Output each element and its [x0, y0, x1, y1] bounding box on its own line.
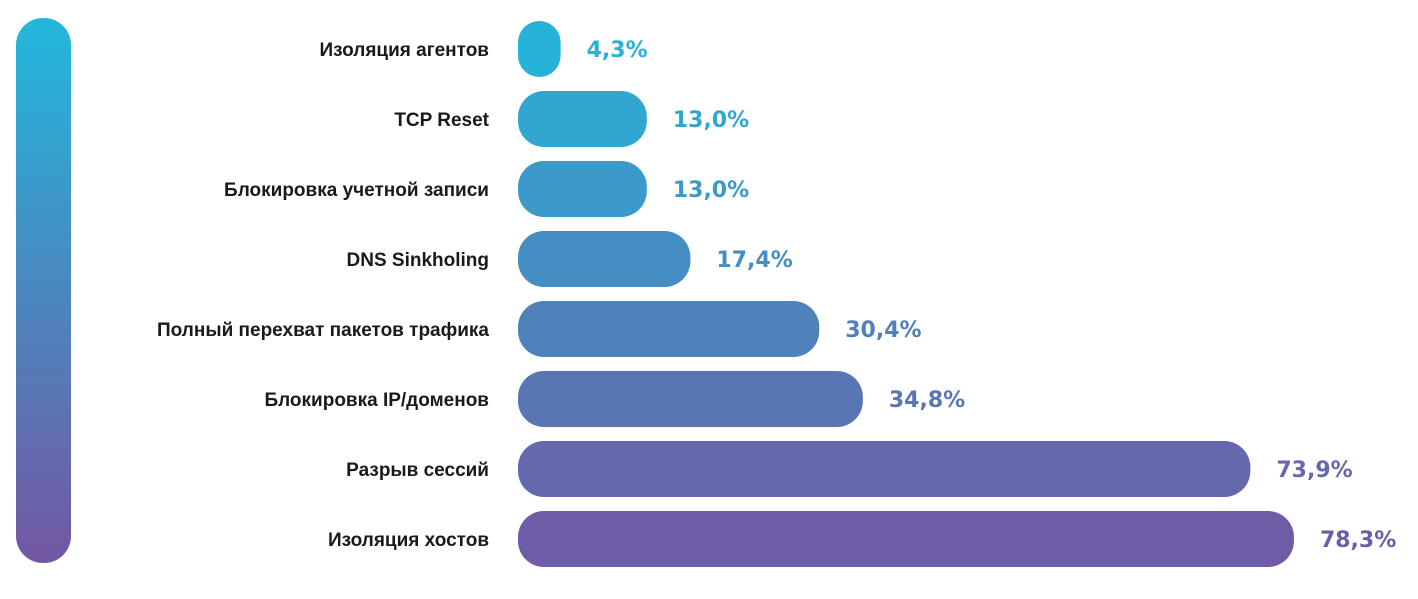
bar: [518, 21, 561, 77]
bar: [518, 91, 647, 147]
bar: [518, 301, 820, 357]
category-label: Полный перехват пакетов трафика: [157, 320, 489, 341]
bar-group: DNS Sinkholing 17,4%: [347, 231, 793, 287]
bar: [518, 511, 1294, 567]
category-label: Изоляция хостов: [328, 530, 489, 551]
value-label: 13,0%: [673, 178, 749, 203]
bar: [518, 441, 1251, 497]
bar: [518, 231, 691, 287]
gradient-legend-bar: [16, 18, 71, 563]
bar-group: TCP Reset 13,0%: [394, 91, 749, 147]
value-label: 78,3%: [1320, 528, 1396, 553]
category-label: DNS Sinkholing: [347, 250, 490, 271]
value-label: 30,4%: [845, 318, 921, 343]
bar-group: Блокировка IP/доменов 34,8%: [264, 371, 965, 427]
bar: [518, 371, 863, 427]
category-label: Разрыв сессий: [346, 460, 489, 481]
category-label: Блокировка IP/доменов: [264, 390, 489, 411]
category-label: TCP Reset: [394, 110, 489, 131]
value-label: 34,8%: [889, 388, 965, 413]
bar-group: Изоляция агентов 4,3%: [319, 21, 648, 77]
bar-group: Полный перехват пакетов трафика 30,4%: [157, 301, 922, 357]
value-label: 17,4%: [716, 248, 792, 273]
value-label: 4,3%: [587, 38, 648, 63]
category-label: Изоляция агентов: [319, 40, 489, 61]
bar-group: Блокировка учетной записи 13,0%: [224, 161, 749, 217]
value-label: 73,9%: [1276, 458, 1352, 483]
value-label: 13,0%: [673, 108, 749, 133]
category-label: Блокировка учетной записи: [224, 180, 489, 201]
bar-group: Изоляция хостов 78,3%: [328, 511, 1396, 567]
bar: [518, 161, 647, 217]
bar-group: Разрыв сессий 73,9%: [346, 441, 1353, 497]
